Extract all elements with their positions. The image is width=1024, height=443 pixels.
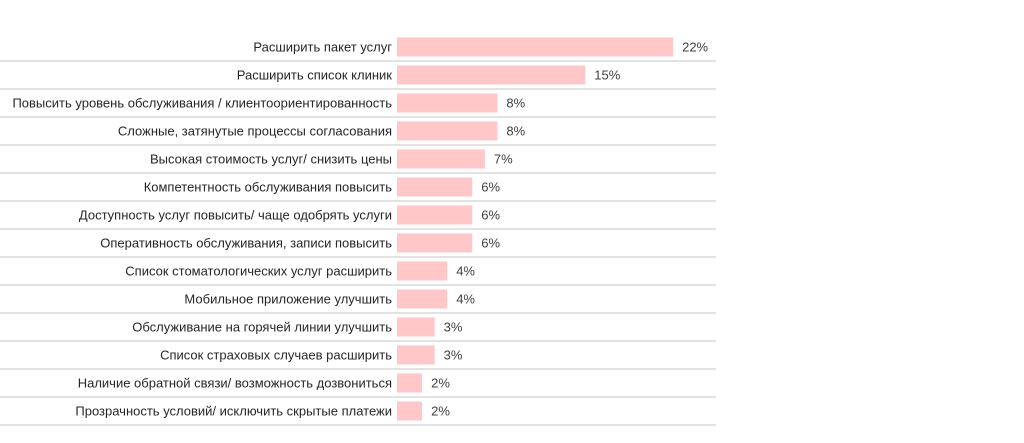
bar bbox=[397, 401, 423, 421]
bar bbox=[397, 65, 586, 85]
data-label: 6% bbox=[481, 208, 500, 223]
category-label: Наличие обратной связи/ возможность дозв… bbox=[78, 376, 392, 391]
data-label: 15% bbox=[594, 68, 620, 83]
category-label: Повысить уровень обслуживания / клиентоо… bbox=[12, 96, 392, 111]
category-label: Мобильное приложение улучшить bbox=[184, 292, 392, 307]
bar bbox=[397, 205, 473, 225]
bar-row: Высокая стоимость услуг/ снизить цены 7% bbox=[0, 149, 716, 174]
bar bbox=[397, 37, 674, 57]
category-label: Список страховых случаев расширить bbox=[160, 348, 392, 363]
bar-row: Повысить уровень обслуживания / клиентоо… bbox=[0, 93, 716, 118]
category-label: Обслуживание на горячей линии улучшить bbox=[132, 320, 392, 335]
data-label: 8% bbox=[506, 96, 525, 111]
bar-row: Расширить список клиник 15% bbox=[0, 65, 716, 90]
bar-row: Сложные, затянутые процессы согласования… bbox=[0, 121, 716, 146]
data-label: 3% bbox=[444, 348, 463, 363]
bar-row: Доступность услуг повысить/ чаще одобрят… bbox=[0, 205, 716, 230]
bar bbox=[397, 121, 498, 141]
bar-row: Компетентность обслуживания повысить 6% bbox=[0, 177, 716, 202]
bar-row: Список стоматологических услуг расширить… bbox=[0, 261, 716, 286]
bar bbox=[397, 289, 448, 309]
category-label: Оперативность обслуживания, записи повыс… bbox=[100, 236, 392, 251]
bar-row: Расширить пакет услуг 22% bbox=[0, 37, 716, 62]
chart-rows: Расширить пакет услуг 22% Расширить список… bbox=[0, 37, 716, 426]
data-label: 4% bbox=[456, 292, 475, 307]
bar-row: Оперативность обслуживания, записи повыс… bbox=[0, 233, 716, 258]
data-label: 3% bbox=[444, 320, 463, 335]
bar bbox=[397, 373, 423, 393]
bar-row: Обслуживание на горячей линии улучшить 3% bbox=[0, 317, 716, 342]
category-label: Сложные, затянутые процессы согласования bbox=[118, 124, 392, 139]
bar bbox=[397, 177, 473, 197]
bar bbox=[397, 233, 473, 253]
bar-row: Прозрачность условий/ исключить скрытые … bbox=[0, 401, 716, 426]
category-label: Компетентность обслуживания повысить bbox=[144, 180, 393, 195]
data-label: 4% bbox=[456, 264, 475, 279]
bar bbox=[397, 345, 435, 365]
data-label: 6% bbox=[481, 236, 500, 251]
bar bbox=[397, 261, 448, 281]
bar-row: Наличие обратной связи/ возможность дозв… bbox=[0, 373, 716, 398]
bar bbox=[397, 93, 498, 113]
data-label: 22% bbox=[682, 40, 708, 55]
bar-row: Мобильное приложение улучшить 4% bbox=[0, 289, 716, 314]
category-label: Высокая стоимость услуг/ снизить цены bbox=[150, 152, 392, 167]
data-label: 8% bbox=[506, 124, 525, 139]
data-label: 2% bbox=[431, 376, 450, 391]
category-label: Доступность услуг повысить/ чаще одобрят… bbox=[79, 208, 392, 223]
category-label: Список стоматологических услуг расширить bbox=[125, 264, 392, 279]
bar bbox=[397, 317, 435, 337]
category-label: Расширить список клиник bbox=[237, 68, 393, 83]
bar-row: Список страховых случаев расширить 3% bbox=[0, 345, 716, 370]
category-label: Расширить пакет услуг bbox=[253, 40, 392, 55]
bar bbox=[397, 149, 485, 169]
data-label: 2% bbox=[431, 404, 450, 419]
data-label: 6% bbox=[481, 180, 500, 195]
category-label: Прозрачность условий/ исключить скрытые … bbox=[75, 404, 392, 419]
data-label: 7% bbox=[494, 152, 513, 167]
